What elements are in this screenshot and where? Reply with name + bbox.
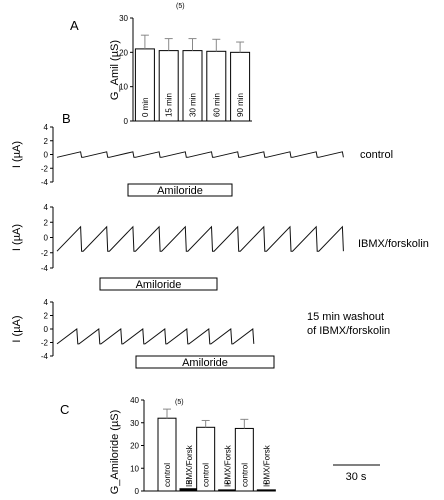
panel-c-ylabel: G_Amiloride (µS) (109, 410, 121, 495)
panel-c-y-tick-label: 40 (130, 396, 139, 405)
panel-c-bar (256, 489, 276, 492)
condition-label: control (360, 149, 393, 161)
panel-a-category-label: 0 min (141, 97, 150, 117)
panel-c-bar-label: IBMX/Forsk (224, 444, 233, 487)
trace-ylabel: I (µA) (11, 224, 23, 251)
amiloride-bar (135, 355, 275, 369)
trace-y-tick-label: 0 (44, 325, 49, 334)
panel-c-n-label: (5) (175, 399, 184, 406)
trace-y-tick-label: 0 (44, 234, 49, 243)
panel-label-a: A (70, 18, 79, 33)
amiloride-label: Amiloride (136, 279, 182, 291)
condition-label: 15 min washout (307, 311, 384, 323)
trace-ylabel: I (µA) (11, 315, 23, 342)
panel-a-y-tick-label: 0 (124, 117, 129, 126)
panel-c-bar-label: control (163, 463, 172, 487)
trace-ylabel: I (µA) (11, 141, 23, 168)
trace-y-tick-label: 2 (44, 137, 49, 146)
trace-y-tick-label: 4 (44, 203, 49, 212)
panel-a-ylabel: G_Amil (µS) (109, 40, 121, 100)
panel-a-category-label: 15 min (165, 93, 174, 117)
panel-c-bar-label: control (240, 463, 249, 487)
panel-c-y-tick-label: 0 (135, 487, 140, 496)
trace-y-tick-label: -2 (41, 164, 49, 173)
panel-a-y-tick-label: 10 (119, 83, 128, 92)
trace-y-tick-label: 4 (44, 123, 49, 132)
trace-y-tick-label: -2 (41, 339, 49, 348)
panel-c-significance-marker: * (265, 481, 268, 490)
trace-y-tick-label: -4 (41, 178, 49, 187)
time-scale-label: 30 s (346, 471, 367, 483)
panel-c-bar-label: control (202, 463, 211, 487)
panel-c-significance-marker: * (187, 480, 190, 489)
panel-c-y-tick-label: 10 (130, 464, 139, 473)
panel-label-b: B (62, 111, 71, 126)
panel-label-c: C (60, 402, 69, 417)
amiloride-label: Amiloride (157, 185, 203, 197)
panel-a-n-label: (5) (176, 3, 185, 10)
amiloride-bar (127, 183, 233, 197)
panel-c-significance-marker: * (226, 481, 229, 490)
panel-c-bar (218, 489, 238, 492)
trace-y-tick-label: 0 (44, 151, 49, 160)
panel-a-category-label: 90 min (236, 93, 245, 117)
trace-y-tick-label: -2 (41, 249, 49, 258)
panel-a-category-label: 60 min (212, 93, 221, 117)
panel-a-category-label: 30 min (189, 93, 198, 117)
trace-y-tick-label: -4 (41, 352, 49, 361)
panel-c-bar-label: IBMX/Forsk (185, 444, 194, 487)
trace-y-tick-label: -4 (41, 264, 49, 273)
trace-y-tick-label: 2 (44, 312, 49, 321)
amiloride-label: Amiloride (182, 357, 228, 369)
panel-c-y-tick-label: 20 (130, 442, 139, 451)
amiloride-bar (99, 277, 218, 291)
panel-a-y-tick-label: 20 (119, 48, 128, 57)
panel-c-bar (179, 488, 199, 492)
current-trace (56, 151, 344, 158)
panel-b-traces: -4 -2 0 2 4 I (µA) Amiloride control -4 -2 0 2 4 I (µ… (11, 123, 429, 483)
panel-a-y-tick-label: 30 (119, 14, 128, 23)
panel-c-y-tick-label: 30 (130, 419, 139, 428)
trace-y-tick-label: 4 (44, 298, 49, 307)
panel-c-bar-label: IBMX/Forsk (262, 444, 271, 487)
trace-y-tick-label: 2 (44, 218, 49, 227)
current-trace (56, 225, 344, 252)
current-trace (56, 328, 255, 345)
condition-label: IBMX/forskolin (358, 238, 429, 250)
condition-label: of IBMX/forskolin (307, 325, 390, 337)
panel-a-chart: (5) G_Amil (µS) 0 10 20 30 0 min 15 min 30 mi… (109, 3, 252, 126)
